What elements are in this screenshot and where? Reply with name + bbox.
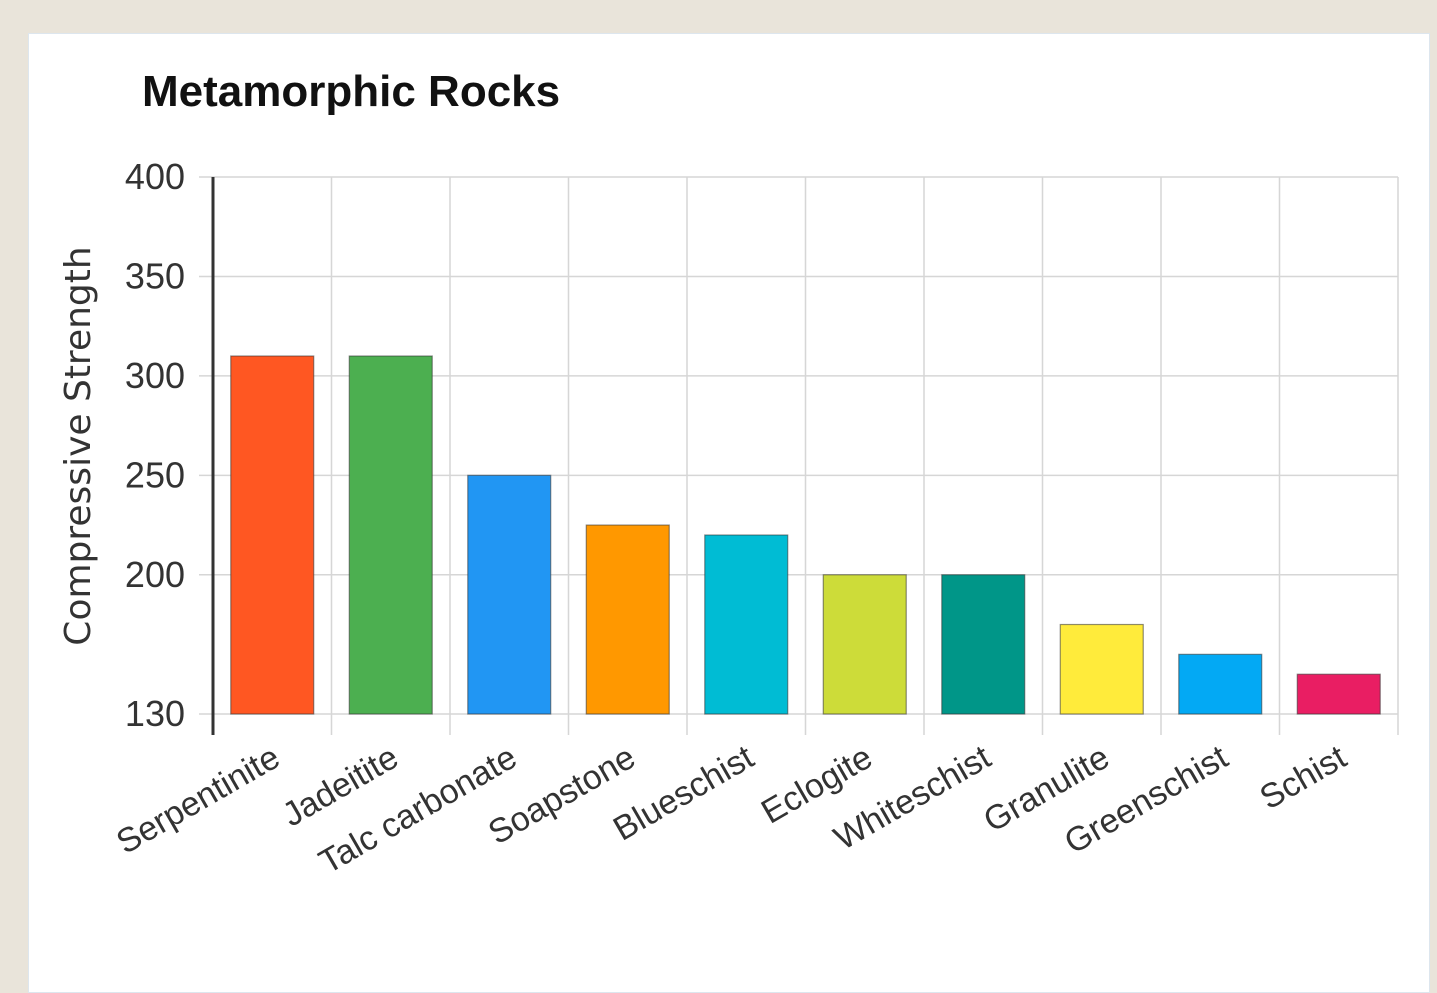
y-axis-label: Compressive Strength xyxy=(58,246,99,645)
x-tick-label: Talc carbonate xyxy=(313,738,524,881)
y-tick-label: 300 xyxy=(125,355,185,396)
y-tick-label: 200 xyxy=(125,554,185,595)
bar-serpentinite xyxy=(230,355,315,715)
bar-granulite xyxy=(1059,623,1144,715)
x-tick-label: Schist xyxy=(1254,738,1354,817)
bar-jadeitite xyxy=(348,355,433,715)
bar-whiteschist xyxy=(941,574,1026,715)
x-tick-label: Serpentinite xyxy=(110,738,286,862)
y-tick-label: 130 xyxy=(125,693,185,734)
y-tick-label: 350 xyxy=(125,255,185,296)
y-tick-label: 250 xyxy=(125,454,185,495)
bar-blueschist xyxy=(704,534,789,715)
y-tick-label: 400 xyxy=(125,156,185,197)
bar-talc-carbonate xyxy=(467,474,552,715)
chart-title: Metamorphic Rocks xyxy=(142,67,560,116)
bar-eclogite xyxy=(822,574,907,715)
bar-schist xyxy=(1296,673,1381,715)
bar-soapstone xyxy=(585,524,670,715)
bar-greenschist xyxy=(1178,653,1263,715)
y-tick-labels: 130 200 250 300 350 400 xyxy=(125,156,185,734)
bars xyxy=(230,355,1381,715)
